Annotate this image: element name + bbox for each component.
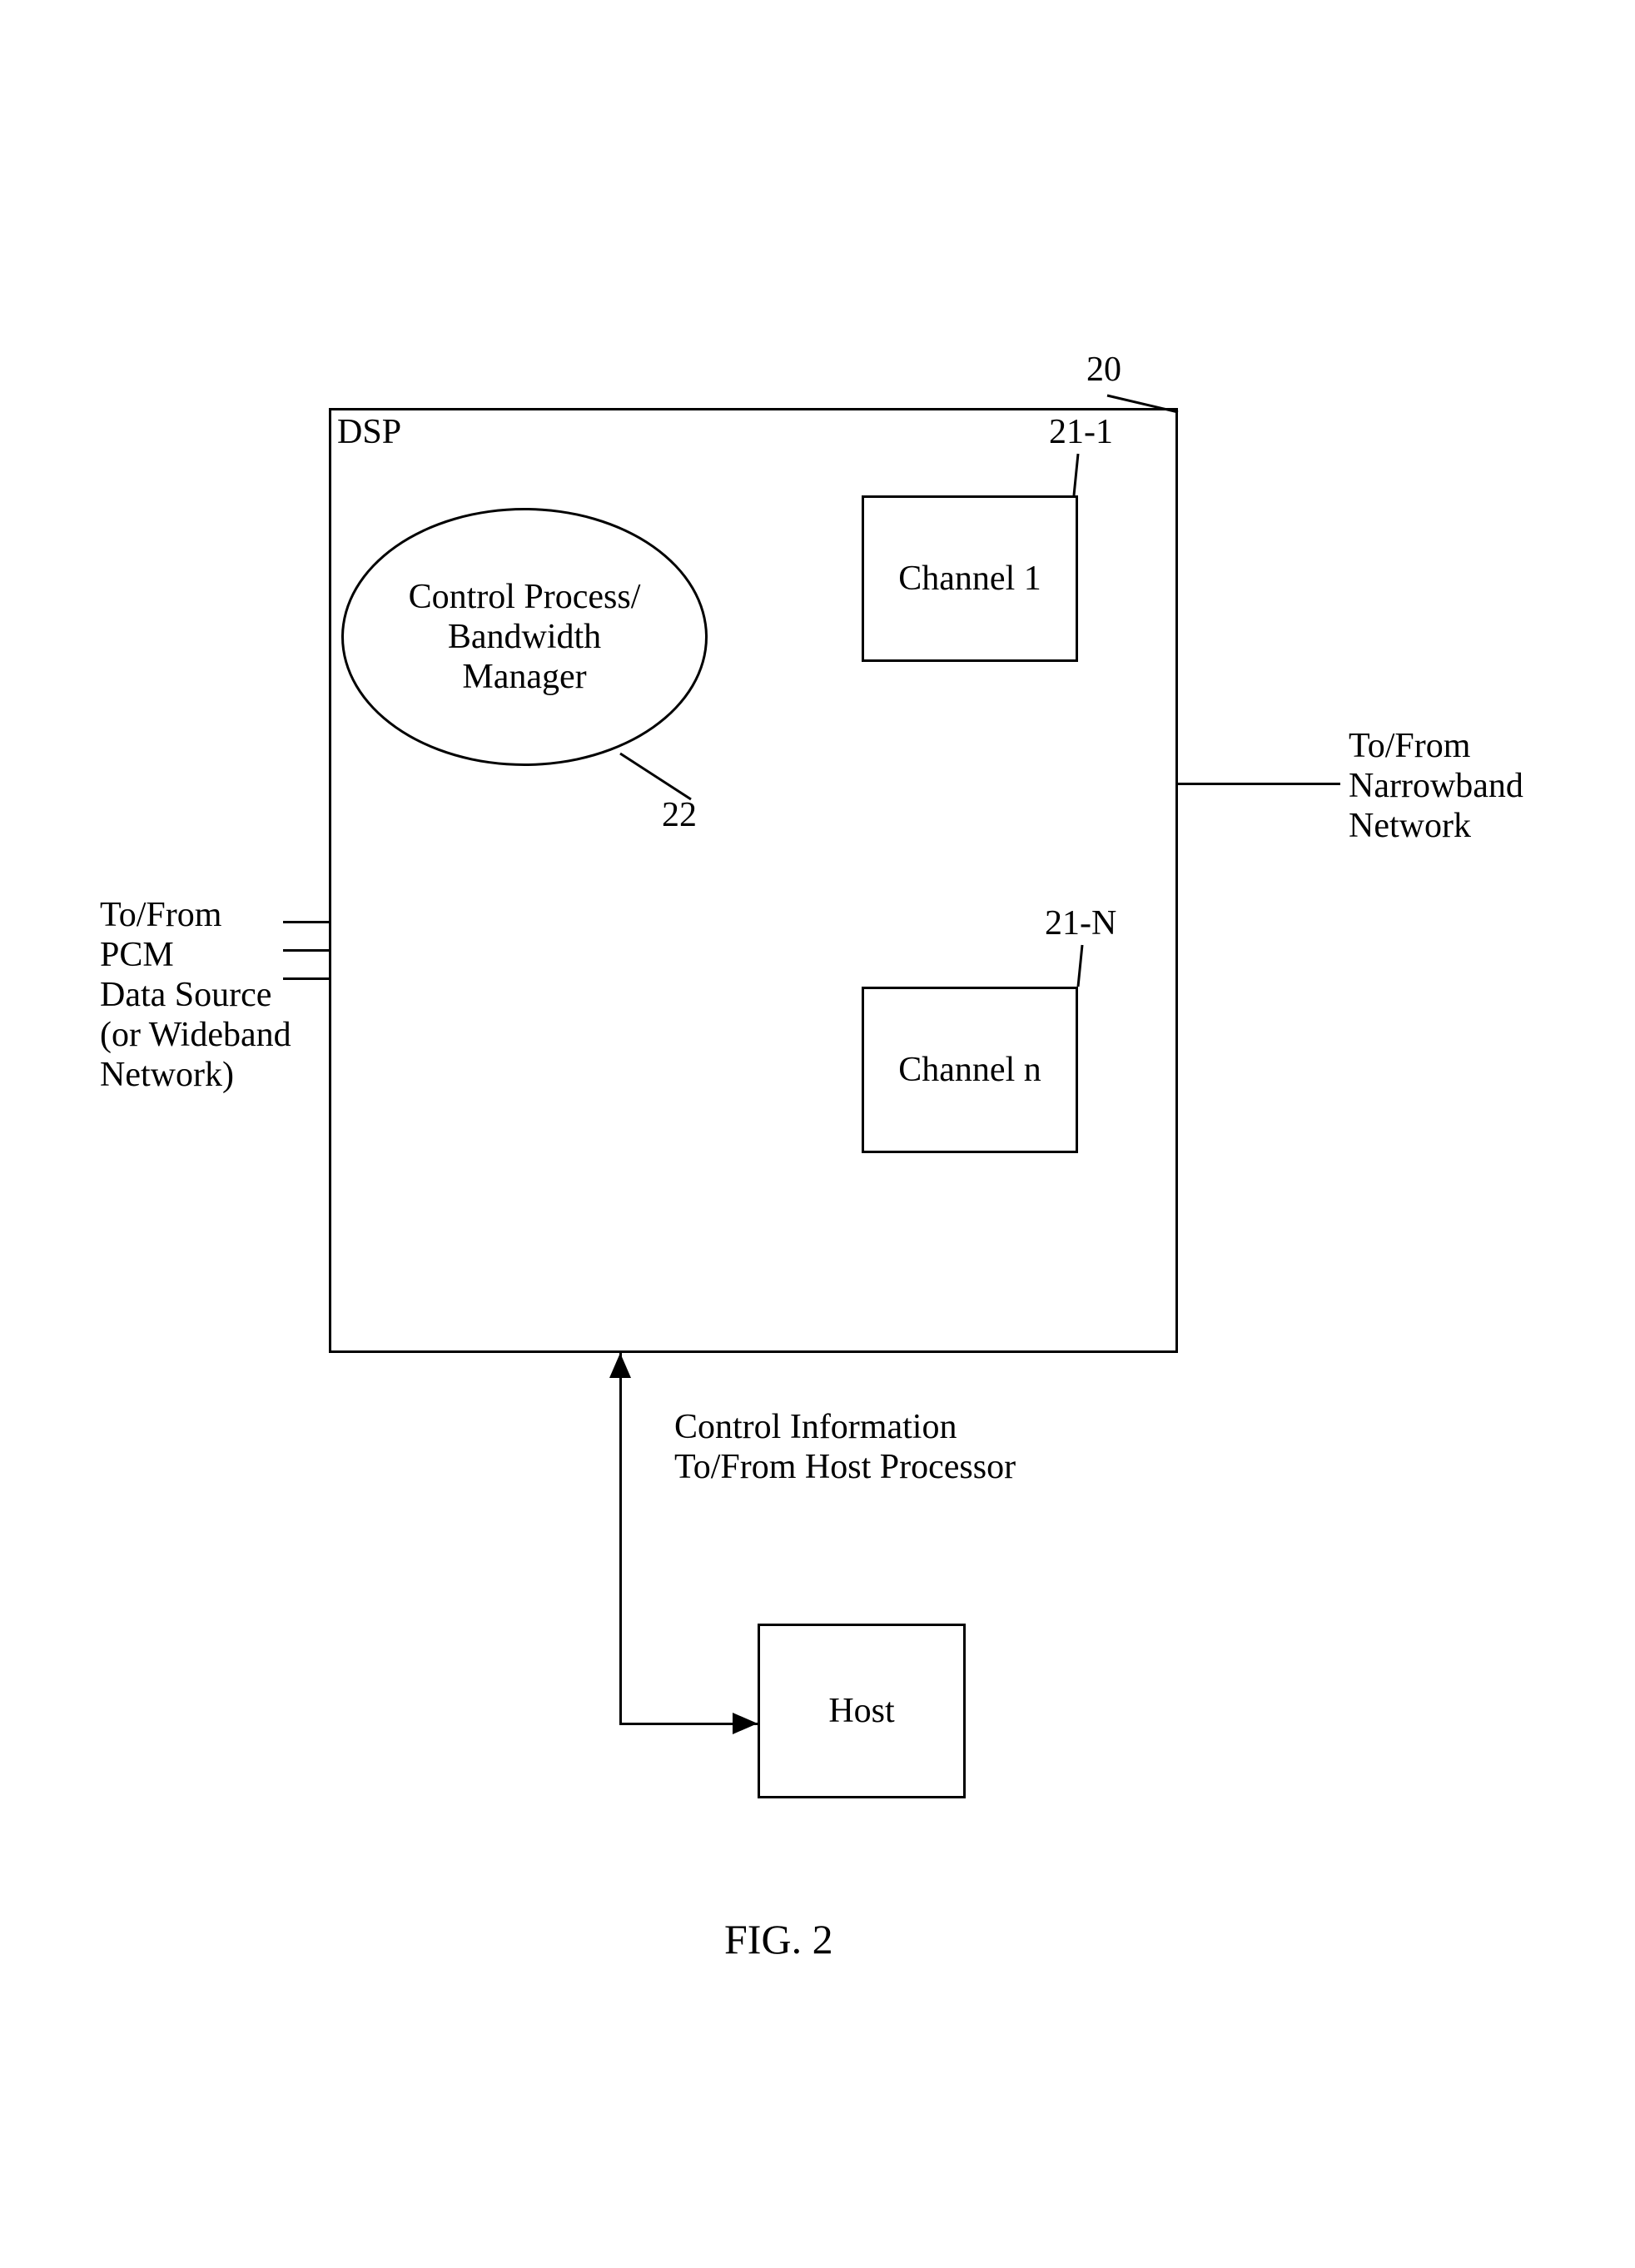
left-io-connector-3 (283, 977, 329, 980)
left-io-label: To/From PCM Data Source (or Wideband Net… (100, 895, 291, 1095)
left-io-line3: Data Source (100, 975, 291, 1015)
host-link-line2: To/From Host Processor (674, 1447, 1016, 1487)
host-link-label: Control Information To/From Host Process… (674, 1407, 1016, 1487)
control-process-ref-number: 22 (662, 795, 697, 835)
left-io-connector-2 (283, 949, 329, 952)
left-io-line4: (or Wideband (100, 1015, 291, 1055)
left-io-connector-1 (283, 921, 329, 923)
figure-label: FIG. 2 (724, 1915, 833, 1963)
left-io-line1: To/From (100, 895, 291, 935)
channel-n-label: Channel n (898, 1050, 1041, 1090)
right-io-label: To/From Narrowband Network (1349, 726, 1523, 846)
control-process-line1: Control Process/ (409, 578, 641, 616)
channel-n-ref-number: 21-N (1045, 903, 1116, 943)
host-box: Host (758, 1624, 966, 1798)
right-io-line3: Network (1349, 806, 1523, 846)
host-link-horizontal (619, 1723, 758, 1725)
channel-1-box: Channel 1 (862, 495, 1078, 662)
control-process-line2: Bandwidth (448, 618, 601, 656)
host-link-line1: Control Information (674, 1407, 1016, 1447)
control-process-line3: Manager (462, 658, 586, 696)
control-process-ellipse: Control Process/ Bandwidth Manager (341, 508, 708, 766)
dsp-title: DSP (337, 412, 401, 452)
channel-1-label: Channel 1 (898, 559, 1041, 599)
host-label: Host (828, 1691, 894, 1731)
channel-1-ref-number: 21-1 (1049, 412, 1113, 452)
right-io-line1: To/From (1349, 726, 1523, 766)
channel-n-box: Channel n (862, 987, 1078, 1153)
right-io-connector (1178, 783, 1340, 785)
left-io-line2: PCM (100, 935, 291, 975)
right-io-line2: Narrowband (1349, 766, 1523, 806)
dsp-ref-number: 20 (1086, 350, 1121, 390)
control-process-label: Control Process/ Bandwidth Manager (409, 577, 641, 698)
host-link-vertical (619, 1353, 622, 1724)
left-io-line5: Network) (100, 1055, 291, 1095)
